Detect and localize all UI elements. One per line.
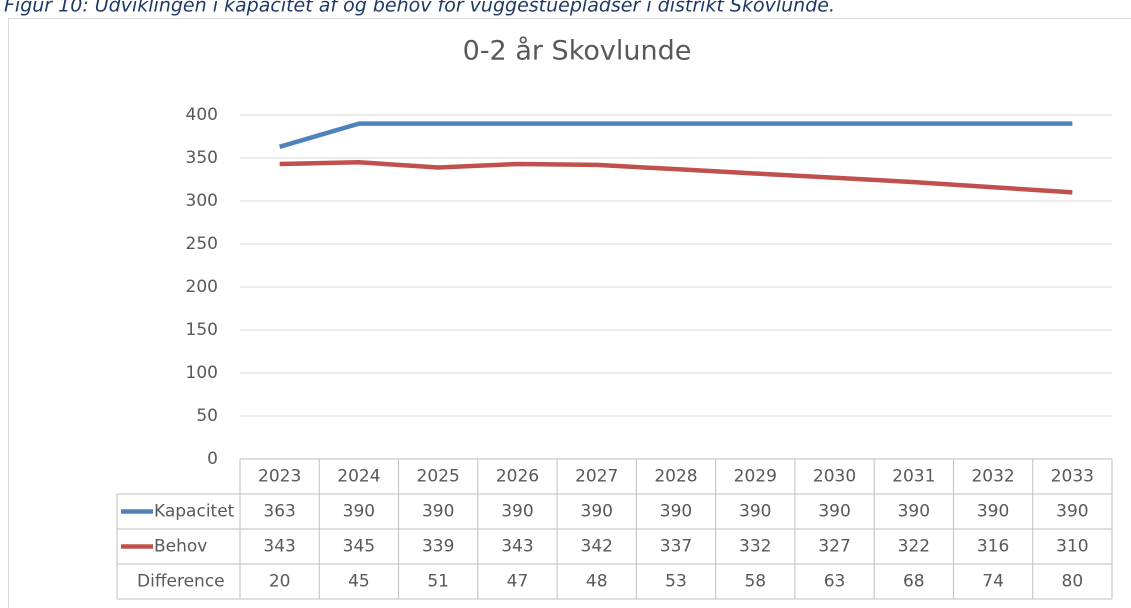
table-value: 51	[427, 572, 449, 592]
table-value: 68	[903, 572, 925, 592]
legend-label: Kapacitet	[154, 502, 235, 522]
table-value: 390	[343, 502, 375, 522]
table-value: 58	[744, 572, 766, 592]
y-tick-label: 400	[186, 105, 218, 125]
x-tick-label: 2026	[496, 467, 539, 487]
table-value: 74	[982, 572, 1004, 592]
chart-frame	[8, 18, 1131, 608]
x-tick-label: 2025	[417, 467, 460, 487]
y-tick-label: 0	[207, 449, 218, 469]
y-tick-label: 150	[186, 320, 218, 340]
chart-title: 0-2 år Skovlunde	[463, 36, 692, 67]
legend-label: Difference	[137, 572, 225, 592]
y-tick-label: 100	[186, 363, 218, 383]
x-tick-label: 2030	[813, 467, 856, 487]
table-value: 327	[818, 537, 850, 557]
table-value: 48	[586, 572, 608, 592]
table-value: 390	[818, 502, 850, 522]
table-value: 310	[1056, 537, 1088, 557]
table-value: 390	[739, 502, 771, 522]
x-tick-label: 2028	[654, 467, 697, 487]
y-tick-label: 200	[186, 277, 218, 297]
x-tick-label: 2031	[892, 467, 935, 487]
table-value: 390	[1056, 502, 1088, 522]
table-value: 53	[665, 572, 687, 592]
table-value: 390	[501, 502, 533, 522]
x-tick-label: 2027	[575, 467, 618, 487]
y-tick-label: 300	[186, 191, 218, 211]
table-value: 332	[739, 537, 771, 557]
legend-label: Behov	[154, 537, 207, 557]
table-value: 339	[422, 537, 454, 557]
x-tick-label: 2024	[337, 467, 380, 487]
x-tick-label: 2029	[734, 467, 777, 487]
series-line	[279, 121, 1073, 149]
table-value: 322	[898, 537, 930, 557]
table-value: 343	[501, 537, 533, 557]
table-value: 390	[898, 502, 930, 522]
table-value: 337	[660, 537, 692, 557]
x-tick-label: 2032	[971, 467, 1014, 487]
table-value: 343	[263, 537, 295, 557]
table-value: 80	[1062, 572, 1084, 592]
series-line	[279, 160, 1073, 195]
table-value: 45	[348, 572, 370, 592]
y-tick-label: 350	[186, 148, 218, 168]
caption: Figur 10: Udviklingen i kapacitet af og …	[4, 0, 835, 17]
table-value: 316	[977, 537, 1009, 557]
table-value: 390	[581, 502, 613, 522]
table-value: 345	[343, 537, 375, 557]
table-value: 342	[581, 537, 613, 557]
table-value: 63	[824, 572, 846, 592]
x-tick-label: 2033	[1051, 467, 1094, 487]
table-value: 390	[977, 502, 1009, 522]
y-tick-label: 50	[196, 406, 218, 426]
table-value: 363	[263, 502, 295, 522]
table-value: 47	[507, 572, 529, 592]
table-value: 390	[660, 502, 692, 522]
table-value: 20	[269, 572, 291, 592]
x-tick-label: 2023	[258, 467, 301, 487]
table-value: 390	[422, 502, 454, 522]
y-tick-label: 250	[186, 234, 218, 254]
